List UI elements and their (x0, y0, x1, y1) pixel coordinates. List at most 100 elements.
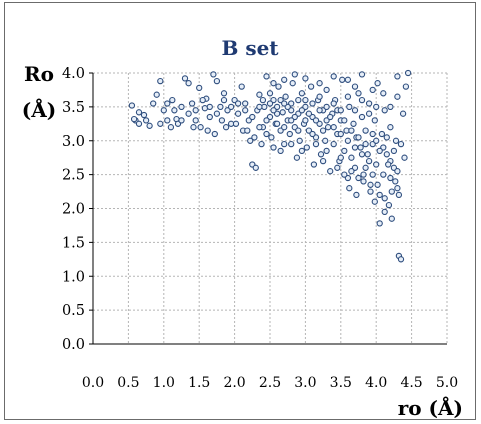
data-point (387, 124, 394, 131)
data-point (381, 107, 388, 114)
data-point (371, 198, 378, 205)
data-point (303, 144, 310, 151)
chart-title: B set (221, 36, 279, 60)
data-point (374, 181, 381, 188)
data-point (213, 110, 221, 117)
y-axis-label: Ro (24, 62, 54, 86)
data-point (330, 100, 337, 107)
data-point (256, 91, 263, 98)
data-point (153, 91, 160, 98)
data-point (181, 75, 189, 82)
data-point (337, 154, 344, 161)
data-point (251, 134, 258, 141)
data-point (242, 107, 249, 114)
data-point (397, 140, 405, 148)
data-point (373, 137, 380, 144)
data-point (217, 103, 224, 111)
data-point (222, 124, 230, 131)
data-point (150, 100, 157, 107)
data-point (288, 140, 295, 148)
data-point (279, 109, 286, 116)
data-point (277, 147, 284, 155)
data-point (178, 117, 185, 124)
points-layer (128, 69, 412, 263)
data-point (192, 107, 199, 114)
x-tick-label: 4.5 (400, 375, 422, 391)
y-tick-label: 2.5 (62, 168, 85, 184)
y-tick-label: 4.0 (62, 66, 85, 82)
data-point (362, 140, 369, 148)
data-point (323, 147, 330, 155)
data-point (341, 147, 348, 155)
data-point (319, 127, 327, 134)
data-point (312, 117, 320, 124)
x-tick-label: 5.0 (436, 375, 458, 391)
data-point (344, 93, 352, 100)
data-point (252, 164, 259, 171)
data-point (232, 120, 240, 127)
data-point (397, 256, 405, 263)
data-point (395, 191, 403, 199)
data-point (344, 137, 352, 144)
data-point (213, 77, 221, 85)
data-point (242, 100, 249, 107)
data-point (220, 90, 228, 97)
data-point (295, 127, 302, 134)
data-point (324, 124, 332, 131)
data-point (394, 185, 401, 192)
data-point (394, 73, 401, 80)
data-point (316, 80, 323, 87)
data-point (295, 96, 302, 104)
data-point (256, 124, 263, 131)
data-point (365, 157, 373, 165)
data-point (140, 111, 148, 119)
grid (93, 72, 448, 344)
data-point (348, 168, 355, 175)
data-point (309, 100, 316, 107)
data-point (387, 103, 394, 111)
data-point (211, 130, 218, 138)
data-point (358, 113, 366, 121)
data-point (178, 103, 185, 111)
data-point (358, 71, 366, 78)
data-point (196, 84, 203, 92)
data-point (249, 113, 256, 121)
x-tick-label: 3.0 (294, 375, 316, 391)
data-point (365, 100, 373, 107)
data-point (234, 110, 242, 117)
data-point (376, 220, 383, 227)
data-point (164, 100, 171, 107)
data-point (378, 130, 386, 138)
data-point (341, 171, 348, 178)
data-point (344, 76, 352, 83)
x-tick-label: 4.0 (365, 375, 387, 391)
data-point (302, 75, 309, 82)
data-point (234, 100, 242, 107)
data-point (330, 140, 337, 148)
data-point (309, 130, 316, 138)
data-point (135, 109, 143, 116)
data-point (286, 130, 293, 138)
data-point (388, 188, 395, 195)
data-point (341, 117, 348, 124)
data-point (358, 151, 366, 158)
data-point (334, 164, 341, 171)
data-point (220, 96, 228, 104)
scatter-chart: 0.0 0.5 1.0 1.5 2.0 2.5 3.0 3.5 4.0 0.0 0.5 1.0 1.5 2… (22, 36, 463, 419)
data-point (157, 120, 164, 127)
data-point (385, 201, 393, 209)
data-point (330, 73, 337, 80)
data-point (185, 80, 192, 87)
data-point (323, 86, 330, 94)
data-point (263, 117, 270, 124)
data-point (206, 103, 213, 111)
data-point (327, 113, 334, 121)
data-point (390, 147, 398, 155)
data-point (385, 161, 392, 168)
data-point (160, 107, 167, 114)
data-point (282, 93, 289, 100)
x-axis-label: ro (Å) (398, 396, 463, 419)
data-point (188, 100, 196, 107)
x-tick-label: 0.0 (82, 375, 104, 391)
labels-layer: 0.0 0.5 1.0 1.5 2.0 2.5 3.0 3.5 4.0 0.0 0.5 1.0 1.5 2… (22, 36, 463, 419)
